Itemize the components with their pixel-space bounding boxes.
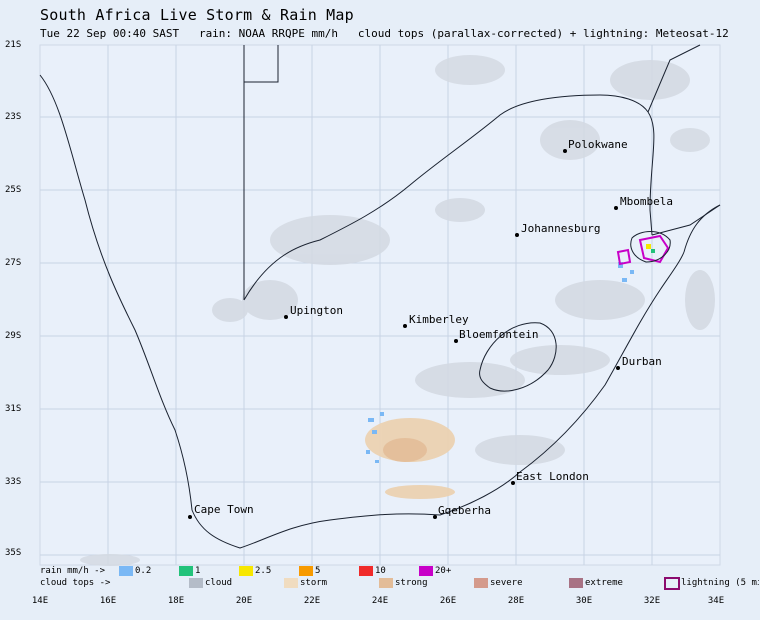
legend-rain-1: 1: [195, 566, 201, 576]
city-marker: [284, 315, 288, 319]
city-marker: [454, 339, 458, 343]
lon-label: 30E: [575, 596, 593, 606]
lat-label: 27S: [5, 258, 22, 268]
lat-label: 23S: [5, 112, 22, 122]
legend-rain-4: 10: [375, 566, 386, 576]
legend-rain-2: 2.5: [255, 566, 272, 576]
strong-cells: [383, 438, 427, 462]
legend-swatch-cloud-3: [474, 578, 488, 588]
legend-cloud-3: severe: [490, 578, 523, 588]
city-label-kimberley: Kimberley: [409, 313, 469, 326]
lon-label: 26E: [439, 596, 457, 606]
map-subtitle: Tue 22 Sep 00:40 SAST rain: NOAA RRQPE m…: [40, 27, 729, 40]
city-label-johannesburg: Johannesburg: [521, 222, 601, 235]
city-marker: [511, 481, 515, 485]
legend-swatch-rain-1: [179, 566, 193, 576]
rain-cells: [366, 262, 634, 463]
city-marker: [433, 515, 437, 519]
legend-cloud-1: storm: [300, 578, 328, 588]
lat-label: 31S: [5, 404, 22, 414]
legend-swatch-cloud-0: [189, 578, 203, 588]
legend-swatch-cloud-1: [284, 578, 298, 588]
legend-swatch-rain-5: [419, 566, 433, 576]
city-marker: [188, 515, 192, 519]
lon-label: 28E: [507, 596, 525, 606]
city-label-gqeberha: Gqeberha: [438, 504, 491, 517]
legend-swatch-cloud-4: [569, 578, 583, 588]
legend-cloud-4: extreme: [585, 578, 623, 588]
legend-swatch-rain-4: [359, 566, 373, 576]
lon-label: 32E: [643, 596, 661, 606]
lon-label: 16E: [99, 596, 117, 606]
city-label-east-london: East London: [516, 470, 589, 483]
city-label-cape-town: Cape Town: [194, 503, 254, 516]
lat-label: 33S: [5, 477, 22, 487]
city-label-durban: Durban: [622, 355, 662, 368]
lon-label: 18E: [167, 596, 185, 606]
legend-lightning: lightning (5 min: [681, 578, 759, 588]
city-label-mbombela: Mbombela: [620, 195, 673, 208]
legend-swatch-rain-2: [239, 566, 253, 576]
lat-label: 35S: [5, 548, 22, 558]
lon-label: 24E: [371, 596, 389, 606]
legend-swatch-lightning: [664, 577, 680, 590]
lon-label: 20E: [235, 596, 253, 606]
lat-label: 29S: [5, 331, 22, 341]
legend-cloud-0: cloud: [205, 578, 233, 588]
city-label-upington: Upington: [290, 304, 343, 317]
city-marker: [563, 149, 567, 153]
lon-label: 34E: [707, 596, 725, 606]
legend-cloud-2: strong: [395, 578, 428, 588]
legend-rain-3: 5: [315, 566, 321, 576]
lon-label: 22E: [303, 596, 321, 606]
city-marker: [614, 206, 618, 210]
city-marker: [403, 324, 407, 328]
borders: [39, 44, 721, 549]
lightning-core: [646, 244, 651, 249]
lat-label: 25S: [5, 185, 22, 195]
map-title: South Africa Live Storm & Rain Map: [40, 6, 354, 24]
legend-rain-label: rain mm/h ->: [40, 566, 106, 576]
city-marker: [616, 366, 620, 370]
city-label-bloemfontein: Bloemfontein: [459, 328, 539, 341]
legend-cloud-label: cloud tops ->: [40, 578, 111, 588]
legend-rain-0: 0.2: [135, 566, 152, 576]
legend-swatch-rain-0: [119, 566, 133, 576]
lat-label: 21S: [5, 40, 22, 50]
city-marker: [515, 233, 519, 237]
lon-label: 14E: [31, 596, 49, 606]
city-label-polokwane: Polokwane: [568, 138, 628, 151]
legend-swatch-rain-3: [299, 566, 313, 576]
legend-rain-5: 20+: [435, 566, 452, 576]
cloud-cover: [80, 55, 715, 566]
legend-swatch-cloud-2: [379, 578, 393, 588]
